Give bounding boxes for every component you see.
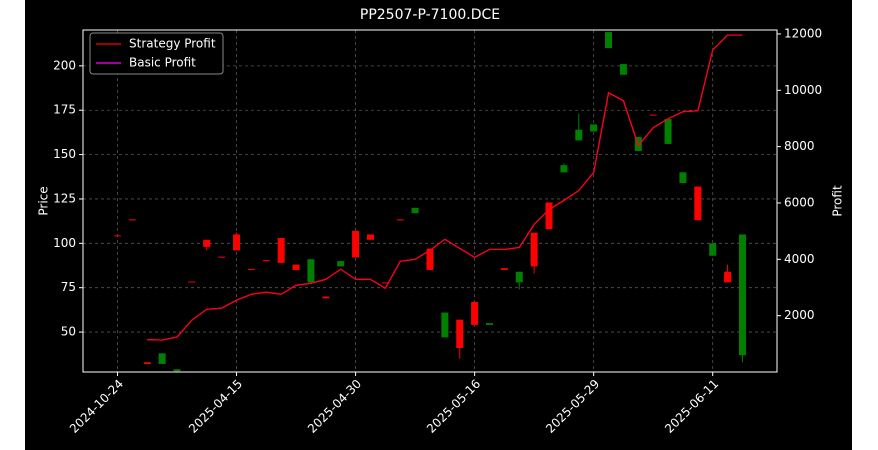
y-tick-label: 100 (53, 236, 76, 250)
chart-title: PP2507-P-7100.DCE (360, 7, 500, 23)
y-tick-label: 125 (53, 191, 76, 205)
candle-body (679, 172, 687, 183)
y-tick-label: 200 (53, 58, 76, 72)
candle-body (352, 230, 360, 258)
candle-body (664, 119, 672, 144)
candle-body (441, 312, 449, 338)
candle-body (292, 264, 300, 270)
candle-body (381, 282, 389, 284)
y-tick-label: 150 (53, 147, 76, 161)
candle-body (619, 64, 627, 75)
candle-body (218, 256, 226, 258)
y-axis-label: Price (37, 186, 51, 215)
candle-body (545, 202, 553, 230)
candle-body (203, 239, 211, 247)
candle-body (590, 124, 598, 132)
candle-body (426, 248, 434, 270)
y-tick-label: 75 (61, 280, 76, 294)
legend-box (89, 32, 224, 75)
candle-body (322, 296, 330, 299)
candle-body (262, 260, 270, 262)
y2-tick-label: 4000 (784, 252, 815, 266)
y2-tick-label: 12000 (784, 26, 822, 40)
candle-body (456, 319, 464, 349)
candle-body (530, 232, 538, 267)
candle-body (396, 219, 404, 221)
candle-body (694, 186, 702, 221)
candle-body (128, 219, 136, 221)
figure-background (25, 0, 852, 450)
y2-tick-label: 6000 (784, 195, 815, 209)
legend-label: Strategy Profit (129, 37, 216, 51)
y-tick-label: 175 (53, 103, 76, 117)
y2-tick-label: 2000 (784, 308, 815, 322)
candle-body (575, 129, 583, 141)
y-tick-label: 50 (61, 325, 76, 339)
candle-body (233, 234, 241, 251)
candle-body (515, 271, 523, 283)
legend-label: Basic Profit (129, 56, 196, 70)
candle-body (173, 369, 181, 372)
y2-tick-label: 8000 (784, 139, 815, 153)
candle-body (486, 323, 493, 325)
candle-body (143, 362, 151, 365)
candle-body (649, 114, 657, 116)
candle-body (366, 234, 374, 240)
y2-tick-label: 10000 (784, 83, 822, 97)
candle-body (471, 301, 479, 325)
candle-body (605, 32, 613, 49)
candle-body (411, 207, 419, 214)
candle-body (724, 271, 732, 283)
profit-line (147, 34, 743, 341)
candle-body (738, 234, 746, 356)
plot-frame (82, 29, 778, 373)
candle-body (114, 235, 121, 237)
candle-body (277, 238, 285, 263)
candle-body (337, 261, 345, 267)
candle-body (560, 165, 568, 173)
candle-body (247, 269, 255, 271)
candle-body (500, 268, 508, 270)
y2-axis-label: Profit (831, 185, 845, 217)
candle-body (709, 243, 717, 256)
candle-body (158, 353, 166, 365)
candle-body (307, 259, 315, 283)
candle-body (188, 281, 196, 283)
